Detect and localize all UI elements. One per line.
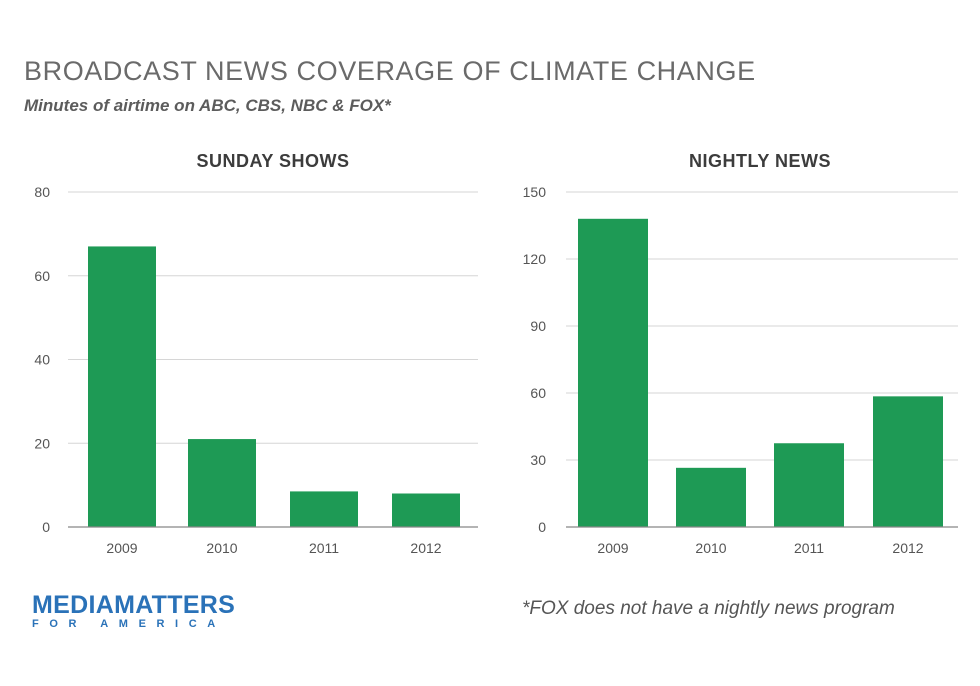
y-tick-label: 60: [530, 385, 546, 401]
footnote: *FOX does not have a nightly news progra…: [522, 598, 895, 619]
bar-2009: [88, 246, 156, 527]
y-tick-label: 90: [530, 318, 546, 334]
bar-2012: [873, 396, 943, 527]
sunday-shows-chart: SUNDAY SHOWS 0 20 40 60 80 2009 2010 2011 2012: [34, 151, 478, 556]
x-tick-label: 2009: [106, 540, 137, 556]
panel-title: SUNDAY SHOWS: [196, 151, 349, 171]
logo-word-media: MEDIA: [32, 591, 115, 619]
chart-title: BROADCAST NEWS COVERAGE OF CLIMATE CHANG…: [24, 56, 756, 86]
bar-2011: [774, 443, 844, 527]
bar-2009: [578, 218, 648, 528]
x-tick-label: 2010: [206, 540, 237, 556]
bar-2011: [290, 491, 358, 527]
chart-subtitle: Minutes of airtime on ABC, CBS, NBC & FO…: [24, 96, 391, 115]
bar-2010: [676, 467, 746, 527]
x-tick-label: 2010: [695, 540, 726, 556]
logo-wordmark: MEDIAMATTERS: [32, 592, 235, 618]
x-tick-label: 2009: [597, 540, 628, 556]
x-tick-label: 2011: [309, 540, 339, 556]
x-tick-label: 2012: [892, 540, 923, 556]
x-tick-label: 2012: [410, 540, 441, 556]
logo-word-matters: MATTERS: [114, 591, 236, 619]
y-tick-label: 0: [538, 519, 546, 535]
y-tick-label: 120: [523, 251, 547, 267]
bar-2010: [188, 439, 256, 527]
y-tick-label: 80: [34, 184, 50, 200]
media-matters-logo: MEDIAMATTERS FOR AMERICA: [32, 592, 235, 630]
y-tick-label: 0: [42, 519, 50, 535]
logo-tagline: FOR AMERICA: [32, 618, 226, 630]
bar-2012: [392, 493, 460, 527]
y-tick-label: 60: [34, 268, 50, 284]
y-tick-label: 150: [523, 184, 547, 200]
x-tick-label: 2011: [794, 540, 824, 556]
y-tick-label: 40: [34, 352, 50, 368]
y-tick-label: 30: [530, 452, 546, 468]
y-tick-label: 20: [34, 435, 50, 451]
panel-title: NIGHTLY NEWS: [689, 151, 831, 171]
nightly-news-chart: NIGHTLY NEWS 0 30 60 90 120 150 2009 2010 2011 201…: [523, 151, 958, 556]
